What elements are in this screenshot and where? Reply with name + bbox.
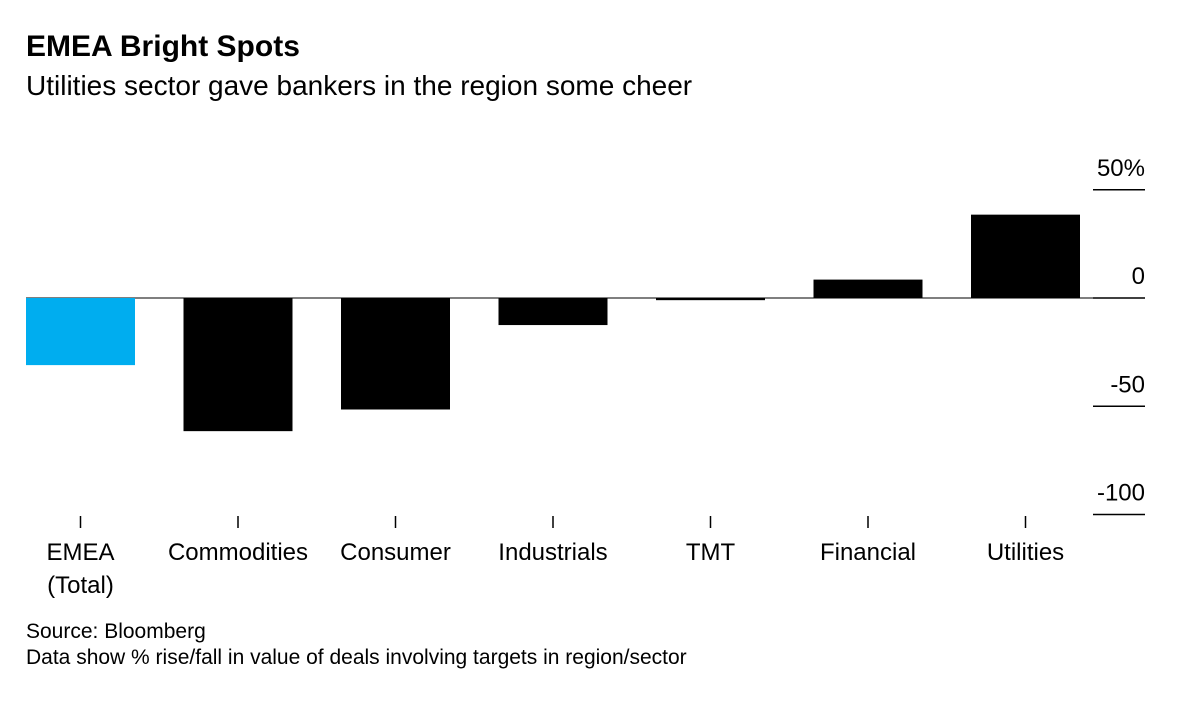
x-tick-label: EMEA [46,539,114,566]
x-tick-label: Financial [820,539,916,566]
bar-industrials [498,298,608,326]
x-tick-label: (Total) [47,572,114,599]
y-tick-label: 0 [1132,263,1145,290]
data-note: Data show % rise/fall in value of deals … [26,646,687,669]
bar-consumer [341,298,450,410]
x-tick-label: Utilities [987,539,1064,566]
source-note: Source: Bloomberg [26,620,206,643]
bar-tmt [656,298,765,301]
x-tick-label: Commodities [168,539,308,566]
x-tick-label: Industrials [498,539,607,566]
chart-title: EMEA Bright Spots [26,30,300,63]
bar-utilities [971,214,1080,298]
bar-emea [26,298,135,366]
y-tick-label: -50 [1110,371,1145,398]
y-tick-label: -100 [1097,480,1145,507]
bar-commodities [183,298,293,432]
y-tick-label: 50% [1097,155,1145,182]
chart-subtitle: Utilities sector gave bankers in the reg… [26,70,693,101]
bar-financial [813,279,923,298]
x-tick-label: TMT [686,539,736,566]
x-tick-label: Consumer [340,539,451,566]
